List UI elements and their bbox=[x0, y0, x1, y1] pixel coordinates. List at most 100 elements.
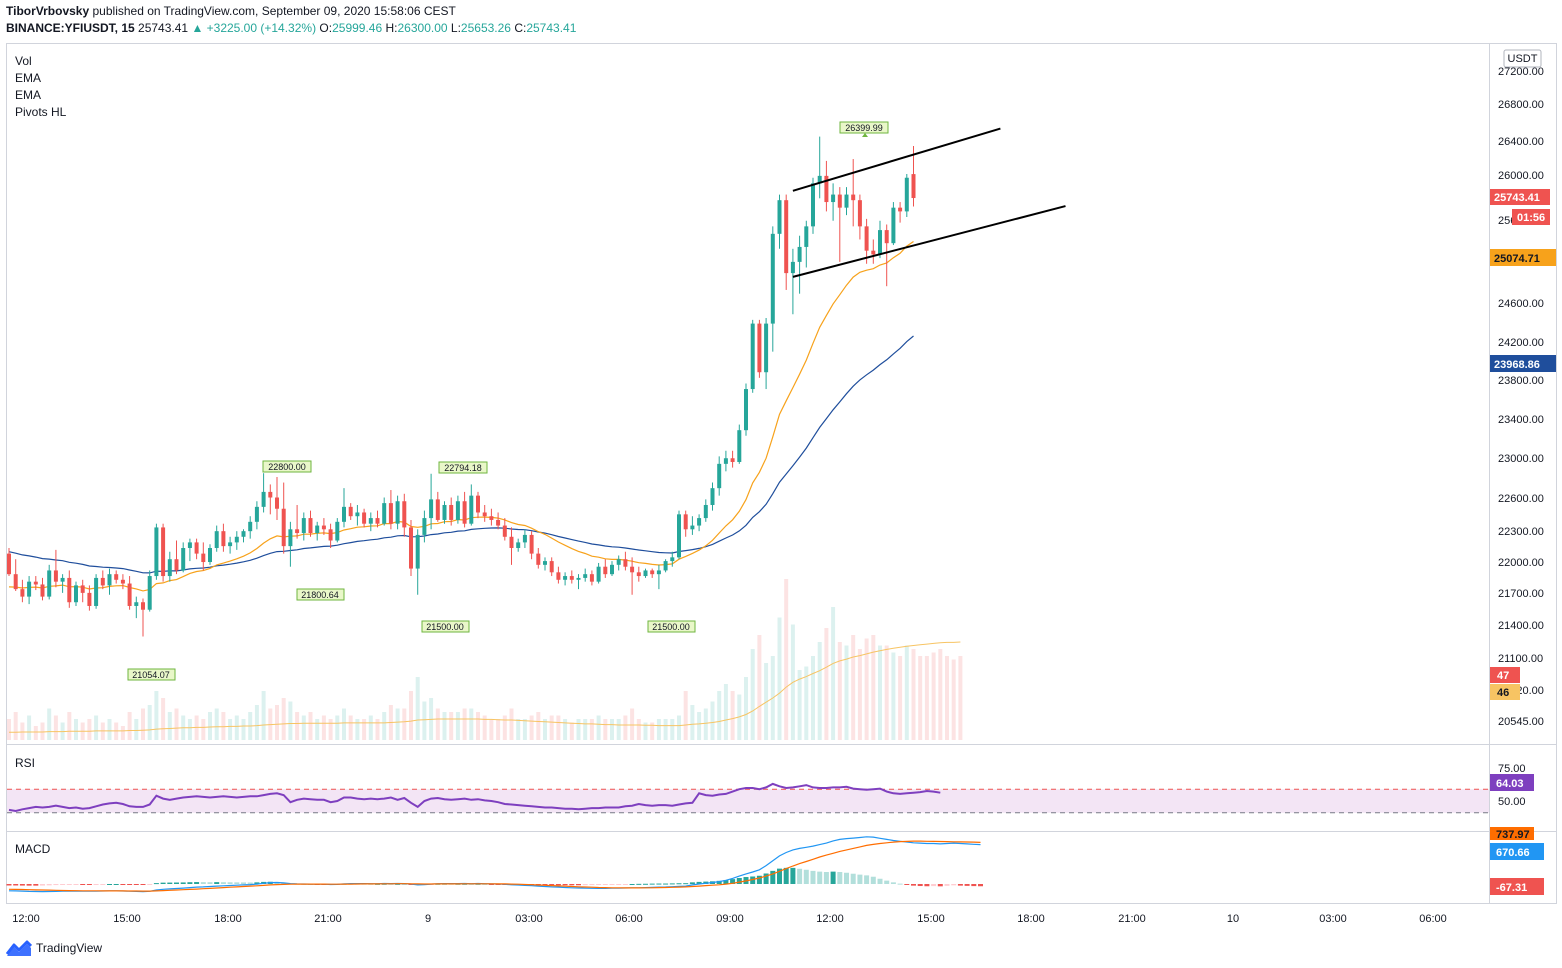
pivot-low-value: 21500.00 bbox=[426, 622, 464, 632]
volume-bar bbox=[295, 712, 300, 740]
macd-panel[interactable]: MACD 737.97 670.66 -67.31 bbox=[6, 827, 1545, 895]
volume-bar bbox=[342, 708, 346, 740]
candle-body bbox=[723, 458, 728, 464]
macd-histogram-bar bbox=[803, 869, 809, 884]
volume-bar bbox=[636, 719, 641, 740]
candle-body bbox=[596, 566, 601, 582]
macd-histogram-bar bbox=[401, 883, 407, 885]
macd-histogram-bar bbox=[931, 884, 937, 887]
macd-histogram-bar bbox=[220, 882, 226, 884]
macd-histogram-bar bbox=[636, 883, 642, 885]
channel-lines[interactable] bbox=[792, 127, 1066, 278]
legend-ema-slow[interactable]: EMA bbox=[15, 88, 41, 102]
macd-histogram-bar bbox=[797, 868, 803, 884]
rsi-line bbox=[8, 782, 941, 813]
symbol-name[interactable]: BINANCE:YFIUSDT, 15 bbox=[6, 21, 135, 35]
candle-body bbox=[388, 503, 393, 524]
pivot-low-label: 21800.64 bbox=[296, 588, 345, 601]
macd-histogram-bar bbox=[576, 884, 581, 886]
macd-histogram-bar bbox=[884, 880, 890, 884]
volume-bar bbox=[147, 705, 152, 740]
macd-histogram-bar bbox=[46, 884, 52, 886]
macd-histogram bbox=[6, 867, 983, 887]
candle-body bbox=[27, 581, 32, 597]
volume-bar bbox=[502, 715, 507, 740]
macd-histogram-bar bbox=[180, 882, 186, 884]
volume-bar bbox=[154, 691, 159, 740]
countdown-tag: 01:56 bbox=[1512, 209, 1550, 225]
macd-histogram-bar bbox=[649, 883, 655, 885]
candle-body bbox=[891, 207, 896, 244]
volume-bar bbox=[744, 677, 748, 740]
pivot-high-label: 22800.00 bbox=[262, 460, 312, 473]
macd-histogram-bar bbox=[817, 871, 823, 884]
candle-body bbox=[409, 527, 413, 569]
close-value: 25743.41 bbox=[526, 21, 577, 35]
legend-pivots[interactable]: Pivots HL bbox=[15, 105, 67, 119]
candle-body bbox=[40, 584, 45, 597]
volume-bar bbox=[301, 715, 306, 740]
macd-title[interactable]: MACD bbox=[15, 842, 51, 856]
rsi-title[interactable]: RSI bbox=[15, 756, 35, 770]
candle-body bbox=[703, 504, 708, 519]
volume-bar bbox=[904, 645, 909, 740]
macd-histogram-bar bbox=[730, 879, 736, 884]
candle-body bbox=[737, 430, 742, 462]
volume-bar bbox=[395, 708, 400, 740]
candle-body bbox=[335, 521, 340, 541]
macd-histogram-bar bbox=[113, 884, 119, 885]
volume-bar bbox=[127, 712, 132, 740]
macd-histogram-bar bbox=[689, 882, 695, 884]
candle-body bbox=[368, 518, 373, 524]
candle-body bbox=[710, 488, 715, 505]
currency-button[interactable]: USDT bbox=[1503, 49, 1542, 68]
volume-bar bbox=[710, 701, 715, 740]
macd-histogram-bar bbox=[19, 884, 25, 886]
pivot-low-label: 21500.00 bbox=[421, 620, 470, 633]
author-name[interactable]: TiborVrbovsky bbox=[6, 4, 90, 18]
tradingview-logo[interactable]: TradingView bbox=[6, 940, 102, 956]
panel-frame bbox=[6, 43, 1557, 904]
macd-histogram-bar bbox=[810, 870, 816, 884]
legend-ema-fast[interactable]: EMA bbox=[15, 71, 41, 85]
candle-body bbox=[536, 553, 541, 565]
time-axis[interactable]: 12:00 15:00 18:00 21:00 9 03:00 06:00 09… bbox=[12, 913, 1447, 925]
volume-bar bbox=[958, 656, 963, 740]
rsi-panel[interactable]: RSI 75.00 50.00 64.03 bbox=[7, 756, 1534, 814]
price-change: ▲ +3225.00 (+14.32%) bbox=[191, 21, 317, 35]
volume-bar bbox=[348, 715, 353, 740]
macd-histogram-bar bbox=[622, 884, 628, 885]
macd-histogram-bar bbox=[66, 884, 72, 885]
candle-body bbox=[114, 574, 119, 580]
macd-histogram-bar bbox=[207, 882, 213, 884]
volume-bar bbox=[40, 722, 45, 740]
candle-body bbox=[757, 323, 762, 373]
candle-body bbox=[556, 572, 561, 580]
time-tick: 12:00 bbox=[816, 913, 844, 925]
channel-lower-line[interactable] bbox=[792, 205, 1066, 278]
volume-bar bbox=[409, 691, 413, 740]
volume-bar bbox=[87, 719, 92, 740]
macd-histogram-bar bbox=[770, 870, 776, 884]
candle-body bbox=[683, 514, 688, 530]
volume-bar bbox=[275, 705, 279, 740]
ema-fast-line bbox=[8, 241, 914, 592]
footer-brand: TradingView bbox=[36, 941, 103, 955]
volume-bar bbox=[496, 719, 501, 740]
macd-histogram-bar bbox=[864, 875, 870, 884]
ema-fast-tag: 25074.71 bbox=[1490, 249, 1556, 266]
macd-histogram-bar bbox=[777, 868, 782, 884]
price-tick: 26000.00 bbox=[1498, 170, 1544, 182]
volume-bar bbox=[777, 617, 782, 740]
volume-bar bbox=[94, 715, 99, 740]
volume-bar bbox=[469, 708, 474, 740]
volume-bar bbox=[878, 645, 882, 740]
time-tick: 21:00 bbox=[314, 913, 342, 925]
legend-vol[interactable]: Vol bbox=[15, 54, 32, 68]
candle-body bbox=[60, 577, 65, 582]
channel-upper-line[interactable] bbox=[792, 127, 1001, 192]
price-axis[interactable]: 27200.00 26800.00 26400.00 26000.00 2560… bbox=[1498, 66, 1544, 728]
volume-bar bbox=[281, 698, 286, 740]
volume-bar bbox=[797, 670, 802, 740]
